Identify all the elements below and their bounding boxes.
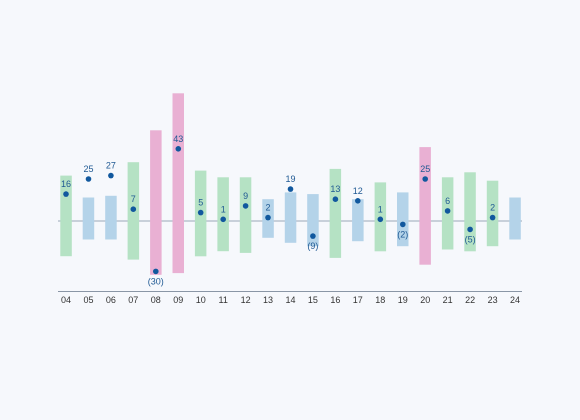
value-marker xyxy=(153,268,159,275)
value-marker xyxy=(287,186,294,192)
x-tick-label: 24 xyxy=(510,295,520,305)
value-marker xyxy=(242,203,249,209)
value-marker xyxy=(377,216,384,223)
x-tick-label: 06 xyxy=(106,295,116,305)
range-bar xyxy=(150,130,162,275)
value-label: 2 xyxy=(265,203,270,213)
value-marker xyxy=(444,208,451,214)
value-label: (30) xyxy=(148,276,164,286)
x-tick-label: 23 xyxy=(488,295,498,305)
value-marker xyxy=(220,216,226,223)
value-label: 1 xyxy=(378,204,383,214)
range-bar xyxy=(419,147,431,265)
value-markers xyxy=(63,146,496,275)
range-bar xyxy=(486,180,499,247)
value-label: 27 xyxy=(106,161,116,171)
value-label: 25 xyxy=(83,164,93,174)
range-bar xyxy=(60,175,72,257)
x-tick-label: 21 xyxy=(443,295,453,305)
range-bar xyxy=(307,194,319,247)
value-marker xyxy=(175,146,182,152)
value-label: (5) xyxy=(465,234,476,244)
value-marker xyxy=(130,206,137,212)
x-tick-label: 13 xyxy=(263,295,273,305)
x-tick-label: 14 xyxy=(285,295,295,305)
value-label: 25 xyxy=(420,164,430,174)
range-bar xyxy=(329,168,342,258)
x-tick-label: 11 xyxy=(219,295,228,305)
value-marker xyxy=(108,172,114,179)
value-marker xyxy=(400,221,406,228)
value-label: 12 xyxy=(353,186,363,196)
range-bar xyxy=(217,177,229,252)
value-marker xyxy=(489,214,496,221)
range-bar xyxy=(82,197,95,240)
range-bar xyxy=(105,195,117,240)
range-bar xyxy=(239,177,252,253)
x-tick-label: 15 xyxy=(308,295,318,305)
value-label: 5 xyxy=(198,198,203,208)
range-bar xyxy=(509,197,521,240)
x-tick-label: 08 xyxy=(151,295,161,305)
range-bar xyxy=(397,192,409,247)
x-tick-label: 05 xyxy=(83,295,93,305)
value-label: 1 xyxy=(221,204,226,214)
x-tick-label: 10 xyxy=(196,295,206,305)
x-tick-label: 18 xyxy=(375,295,385,305)
value-label: 13 xyxy=(330,184,340,194)
value-label: 2 xyxy=(490,203,495,213)
value-label: (9) xyxy=(307,241,318,251)
x-tick-label: 12 xyxy=(241,295,251,305)
range-bar xyxy=(284,192,297,243)
x-tick-label: 09 xyxy=(173,295,183,305)
x-tick-label: 19 xyxy=(398,295,408,305)
x-tick-label: 17 xyxy=(353,295,363,305)
value-label: 16 xyxy=(61,179,71,189)
value-marker xyxy=(422,176,429,182)
value-label: 43 xyxy=(173,134,183,144)
value-label: 19 xyxy=(285,174,295,184)
x-tick-labels: 04 05 06 07 08 09 10 11 12 13 14 15 16 17 18 19 20 21 22 23… xyxy=(61,295,520,305)
x-tick-label: 04 xyxy=(61,295,71,305)
x-tick-label: 07 xyxy=(128,295,138,305)
range-bar xyxy=(464,172,476,252)
value-label: 9 xyxy=(243,191,248,201)
x-tick-label: 16 xyxy=(330,295,340,305)
x-tick-label: 20 xyxy=(420,295,430,305)
value-label: (2) xyxy=(397,229,408,239)
value-label: 7 xyxy=(131,194,136,204)
range-bar xyxy=(172,93,184,274)
value-marker xyxy=(197,209,204,216)
value-marker xyxy=(265,214,271,221)
value-marker xyxy=(355,198,361,204)
value-label: 6 xyxy=(445,196,450,206)
value-marker xyxy=(332,196,339,202)
range-bar xyxy=(352,199,364,242)
x-tick-label: 22 xyxy=(465,295,475,305)
value-marker xyxy=(467,226,473,233)
value-marker xyxy=(85,176,92,182)
value-marker xyxy=(310,233,316,239)
value-marker xyxy=(63,191,69,197)
